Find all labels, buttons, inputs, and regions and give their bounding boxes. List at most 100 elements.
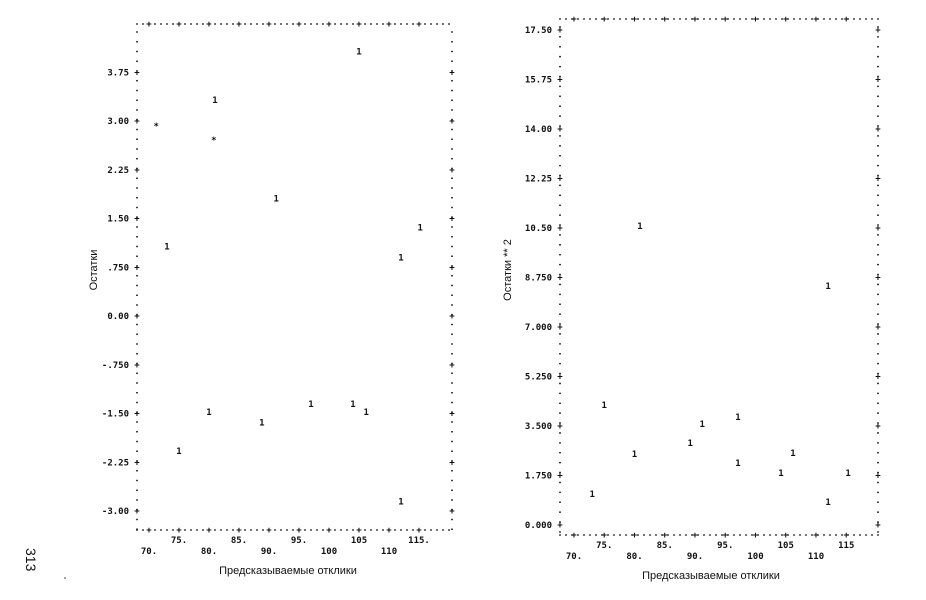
- x-tick-mark: +: [176, 20, 182, 30]
- frame-dot: [190, 23, 192, 25]
- frame-dot: [667, 18, 669, 20]
- y-tick-mark: +: [875, 174, 881, 184]
- frame-dot: [595, 534, 597, 536]
- frame-dot: [136, 226, 138, 228]
- frame-dot: [559, 105, 561, 108]
- frame-dot: [739, 534, 741, 536]
- frame-dot: [559, 45, 561, 48]
- frame-dot: [436, 23, 438, 25]
- frame-dot: [685, 534, 687, 536]
- data-point: 1: [398, 497, 403, 507]
- y-tick-label: 10.50: [525, 224, 552, 234]
- frame-dot: [451, 469, 453, 472]
- frame-dot: [559, 243, 561, 246]
- frame-dot: [358, 23, 360, 25]
- y-tick-mark: +: [557, 471, 563, 481]
- y-tick-mark: +: [875, 125, 881, 135]
- frame-dot: [877, 26, 879, 28]
- frame-dot: [877, 154, 879, 157]
- frame-dot: [625, 18, 627, 20]
- frame-dot: [877, 263, 879, 266]
- frame-dot: [451, 460, 453, 462]
- frame-dot: [136, 460, 138, 462]
- frame-dot: [136, 128, 138, 131]
- frame-dot: [559, 184, 561, 187]
- frame-dot: [202, 529, 204, 531]
- frame-dot: [661, 534, 663, 536]
- frame-dot: [148, 23, 150, 25]
- y-tick-mark: +: [449, 507, 455, 517]
- frame-dot: [643, 18, 645, 20]
- frame-dot: [877, 534, 879, 536]
- frame-dot: [703, 18, 705, 20]
- y-tick-mark: +: [875, 224, 881, 234]
- x-tick-mark: +: [632, 531, 638, 541]
- frame-dot: [436, 529, 438, 531]
- frame-dot: [190, 529, 192, 531]
- frame-dot: [418, 529, 420, 531]
- frame-dot: [559, 273, 561, 276]
- frame-dot: [559, 154, 561, 157]
- x-tick-mark: +: [753, 15, 759, 25]
- frame-dot: [877, 303, 879, 306]
- data-point: 1: [735, 413, 740, 423]
- y-tick-label: 1.750: [525, 471, 552, 481]
- frame-dot: [451, 187, 453, 189]
- frame-dot: [451, 196, 453, 199]
- x-tick-mark: +: [146, 526, 152, 536]
- frame-dot: [451, 352, 453, 355]
- frame-dot: [559, 26, 561, 28]
- frame-dot: [829, 18, 831, 20]
- frame-dot: [559, 293, 561, 296]
- frame-dot: [871, 18, 873, 20]
- frame-dot: [559, 283, 561, 286]
- frame-dot: [352, 23, 354, 25]
- frame-dot: [451, 313, 453, 316]
- frame-dot: [136, 255, 138, 258]
- frame-dot: [811, 18, 813, 20]
- frame-dot: [451, 489, 453, 492]
- frame-dot: [316, 529, 318, 531]
- frame-dot: [811, 534, 813, 536]
- frame-dot: [877, 333, 879, 335]
- frame-dot: [451, 99, 453, 102]
- frame-dot: [136, 60, 138, 63]
- frame-dot: [250, 529, 252, 531]
- frame-dot: [274, 529, 276, 531]
- y-tick-mark: +: [449, 68, 455, 78]
- frame-dot: [154, 529, 156, 531]
- frame-dot: [154, 23, 156, 25]
- frame-dot: [565, 534, 567, 536]
- frame-dot: [136, 518, 138, 521]
- frame-dot: [817, 18, 819, 20]
- x-tick-label: 90.: [261, 547, 277, 557]
- y-tick-label: .750: [107, 263, 129, 273]
- x-tick-mark: +: [326, 20, 332, 30]
- frame-dot: [853, 534, 855, 536]
- frame-dot: [823, 18, 825, 20]
- frame-dot: [859, 534, 861, 536]
- frame-dot: [733, 534, 735, 536]
- frame-dot: [703, 534, 705, 536]
- y-tick-label: 14.00: [525, 125, 552, 135]
- y-tick-label: 7.000: [525, 323, 552, 333]
- y-tick-mark: +: [134, 215, 140, 225]
- y-tick-mark: +: [449, 117, 455, 127]
- frame-dot: [589, 534, 591, 536]
- frame-dot: [691, 18, 693, 20]
- frame-dot: [451, 235, 453, 238]
- frame-dot: [673, 18, 675, 20]
- frame-dot: [304, 23, 306, 25]
- frame-dot: [160, 23, 162, 25]
- y-tick-mark: +: [875, 471, 881, 481]
- frame-dot: [877, 323, 879, 325]
- frame-dot: [280, 529, 282, 531]
- y-tick-label: 17.50: [525, 26, 552, 36]
- frame-dot: [877, 18, 879, 20]
- frame-dot: [877, 521, 879, 523]
- frame-dot: [877, 55, 879, 58]
- x-tick-label: 95.: [291, 536, 307, 546]
- data-point: 1: [632, 450, 637, 460]
- frame-dot: [451, 391, 453, 394]
